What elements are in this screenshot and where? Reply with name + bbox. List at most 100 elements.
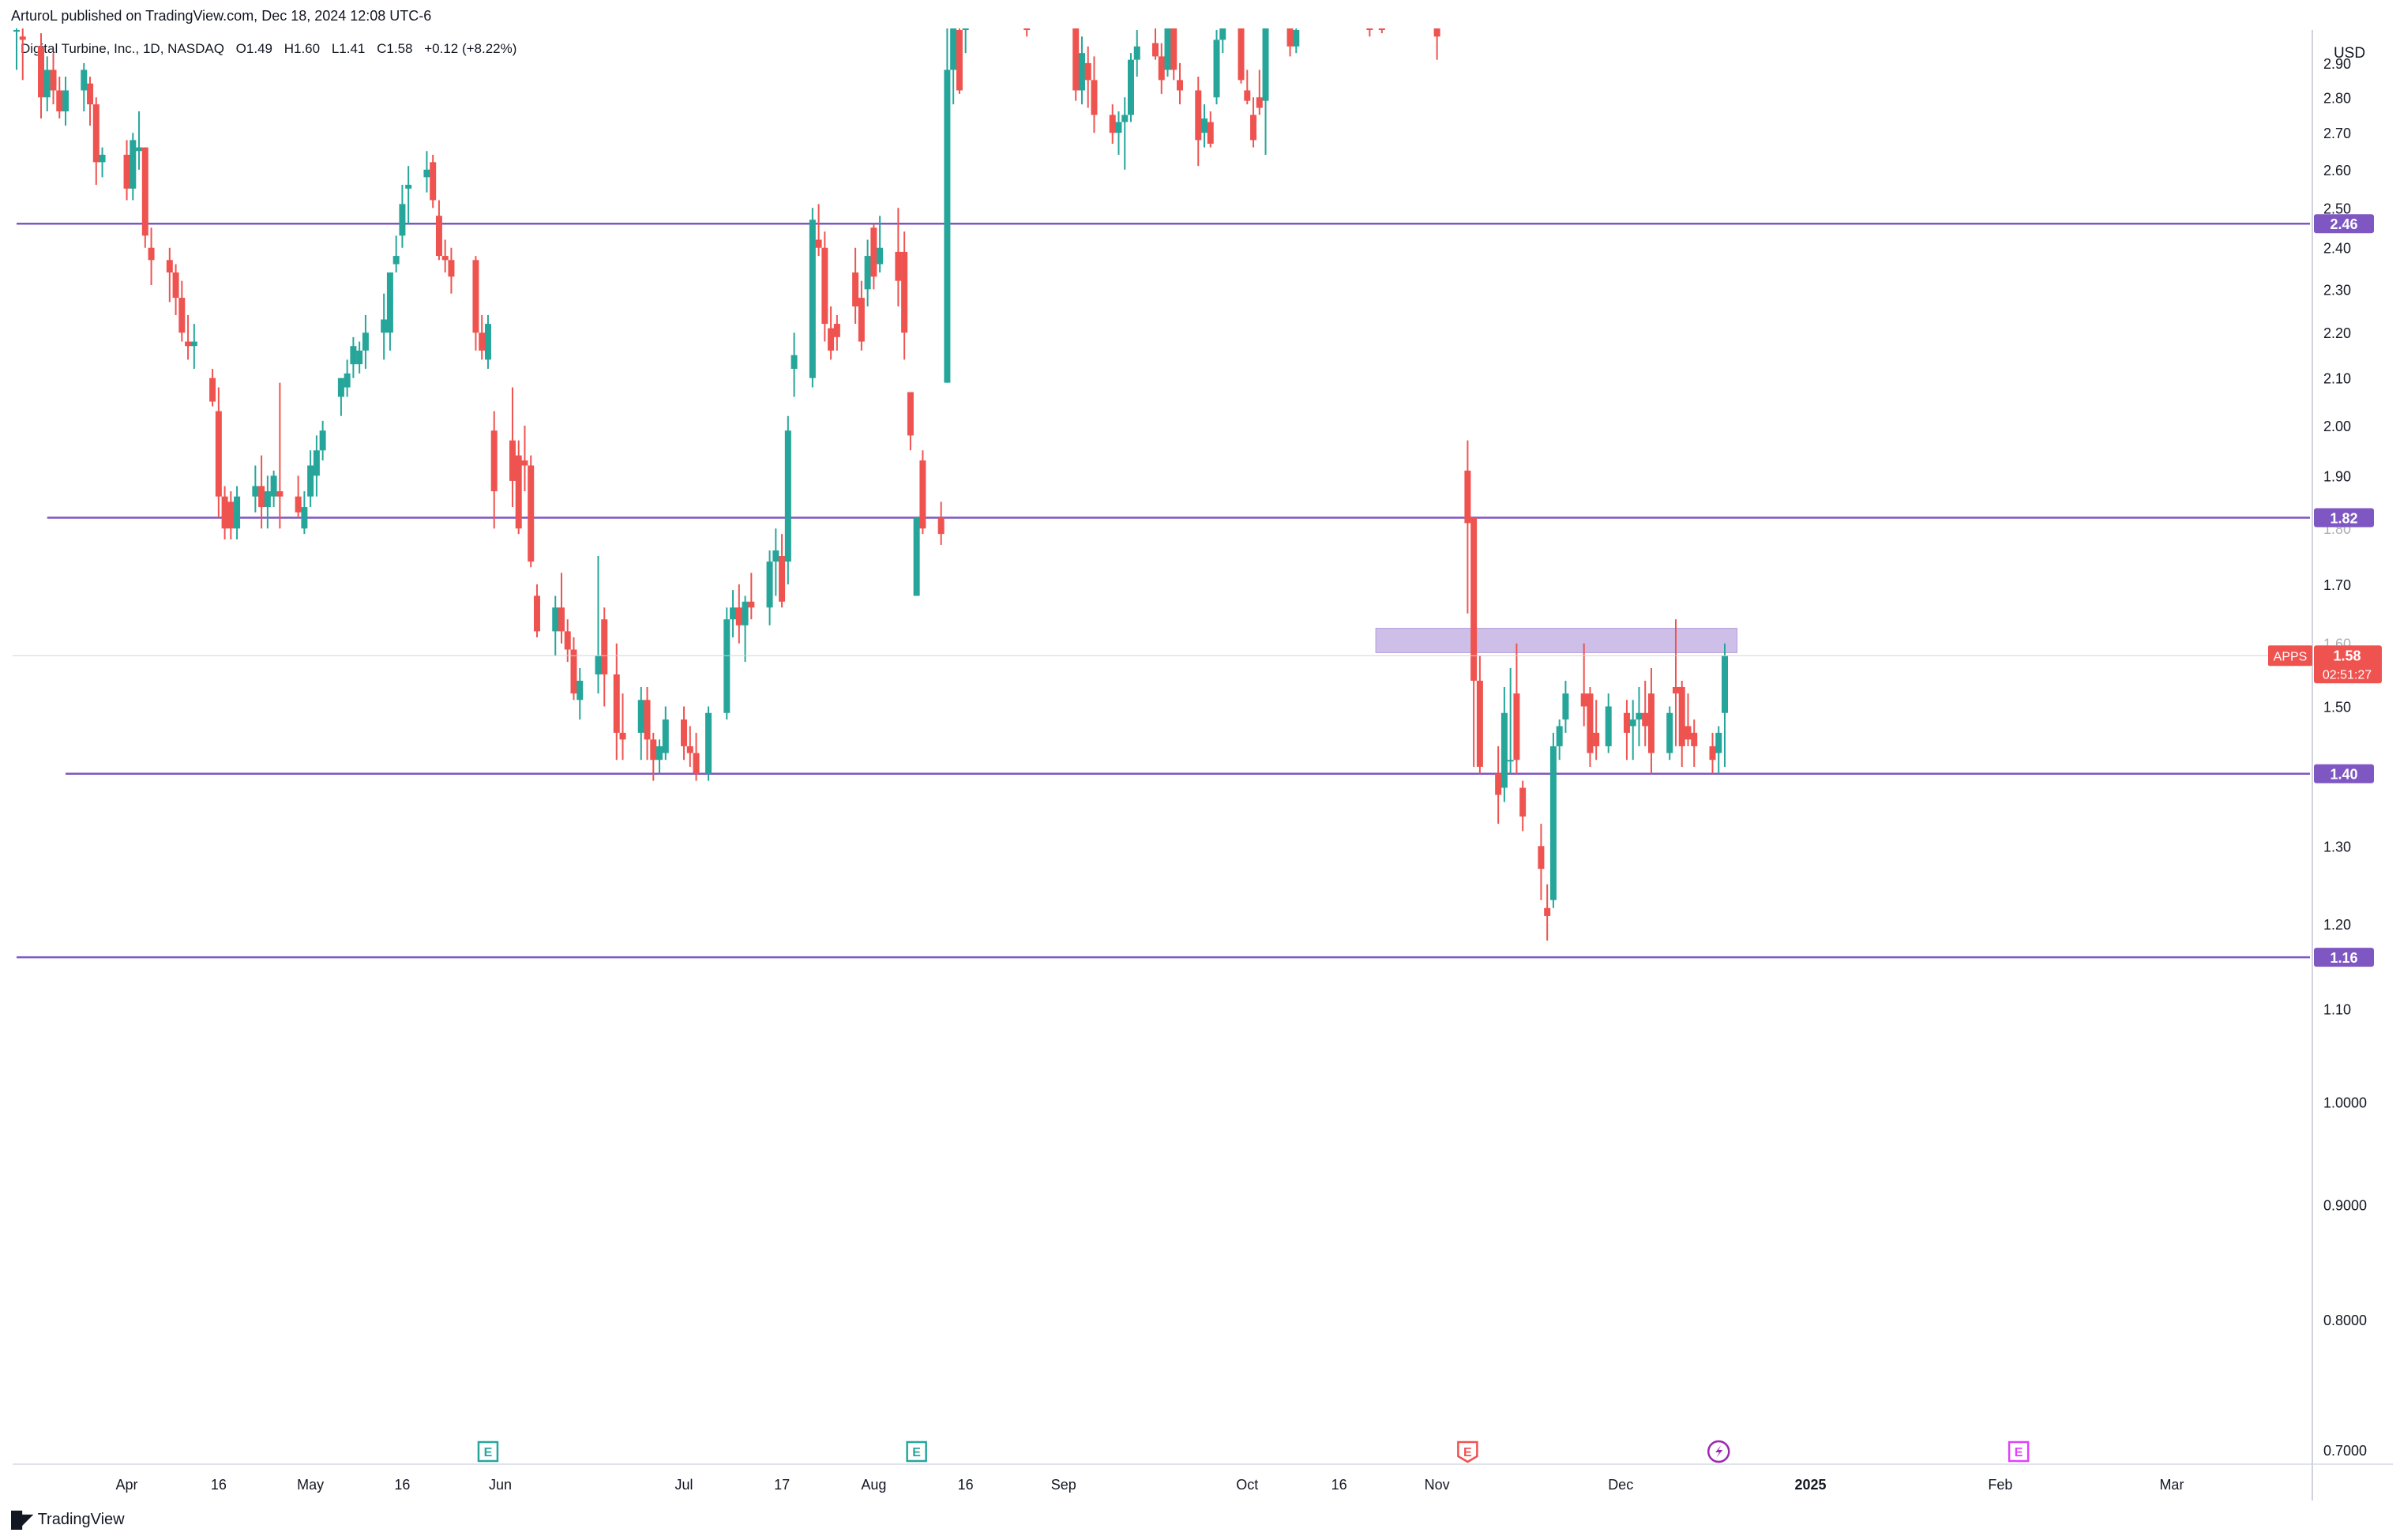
x-tick-label: 16 xyxy=(958,1477,974,1493)
symbol-legend: Digital Turbine, Inc., 1D, NASDAQ O1.49 … xyxy=(21,41,524,57)
y-tick-label: 2.80 xyxy=(2323,90,2351,106)
candle-body xyxy=(864,256,871,290)
x-tick-label: 16 xyxy=(211,1477,227,1493)
candle-body xyxy=(1091,80,1098,115)
candle-body xyxy=(1152,43,1159,57)
candle-body xyxy=(1722,655,1728,713)
candle-body xyxy=(570,649,577,694)
candle-body xyxy=(870,227,877,277)
candle-body xyxy=(319,430,326,451)
candle-body xyxy=(1464,470,1471,524)
candle-body xyxy=(430,162,437,201)
candle-body xyxy=(472,260,479,333)
candle-body xyxy=(227,501,235,529)
candle-body xyxy=(295,496,302,513)
candle-body xyxy=(1115,122,1122,133)
candle-body xyxy=(1709,746,1716,761)
candle-body xyxy=(528,465,535,562)
earnings-marker-label: E xyxy=(2015,1446,2023,1459)
candle-body xyxy=(1495,773,1502,795)
y-tick-label: 2.70 xyxy=(2323,126,2351,141)
tradingview-logo[interactable]: █◤ TradingView xyxy=(11,1510,125,1530)
candle-body xyxy=(681,719,688,746)
x-tick-label: 2025 xyxy=(1795,1477,1827,1493)
y-tick-label: 1.10 xyxy=(2323,1002,2351,1018)
candle-body xyxy=(1378,28,1385,30)
symbol-name[interactable]: Digital Turbine, Inc., 1D, NASDAQ xyxy=(21,41,224,56)
candle-body xyxy=(99,154,106,163)
candle-body xyxy=(1538,846,1545,870)
candle-body xyxy=(252,486,259,497)
y-tick-label: 1.50 xyxy=(2323,699,2351,715)
y-tick-label: 0.7000 xyxy=(2323,1443,2367,1459)
candle-body xyxy=(809,220,816,378)
candle-body xyxy=(913,517,920,596)
level-tag-bg-1.82 xyxy=(2314,508,2374,528)
ohlc-high: H1.60 xyxy=(284,41,321,56)
ohlc-change: +0.12 (+8.22%) xyxy=(424,41,517,56)
candle-body xyxy=(1158,56,1165,81)
candle-body xyxy=(87,83,94,105)
currency-label[interactable]: USD xyxy=(2334,45,2365,62)
candle-body xyxy=(386,272,393,333)
candle-body xyxy=(601,619,608,674)
y-tick-label: 2.30 xyxy=(2323,282,2351,298)
candle-body xyxy=(258,486,265,508)
candle-body xyxy=(1084,62,1091,81)
candle-body xyxy=(1078,53,1085,91)
resistance-zone xyxy=(1375,628,1738,653)
candle-body xyxy=(1507,760,1514,762)
x-tick-label: Oct xyxy=(1236,1477,1258,1493)
candle-body xyxy=(1133,46,1140,60)
candle-body xyxy=(509,440,516,481)
candle-body xyxy=(479,332,486,351)
x-tick-label: 16 xyxy=(394,1477,410,1493)
candle-body xyxy=(1201,118,1208,133)
candle-body xyxy=(815,239,822,248)
candle-body xyxy=(38,46,45,98)
x-tick-label: Aug xyxy=(861,1477,886,1493)
candle-body xyxy=(301,507,308,529)
ticker-tag-bg xyxy=(2268,645,2312,667)
candle-body xyxy=(1164,28,1171,70)
candle-body xyxy=(735,607,742,625)
candle-body xyxy=(1433,28,1440,37)
last-price-value: 1.58 xyxy=(2333,648,2361,663)
candle-body xyxy=(435,216,442,257)
candle-body xyxy=(1519,787,1527,817)
candle-body xyxy=(693,753,700,774)
candle-body xyxy=(1513,693,1520,761)
y-tick-label: 0.8000 xyxy=(2323,1313,2367,1328)
level-tag-bg-1.40 xyxy=(2314,764,2374,783)
candle-body xyxy=(1195,90,1202,141)
earnings-marker-icon xyxy=(1457,1440,1478,1463)
earnings-marker-icon xyxy=(477,1440,499,1463)
candle-body xyxy=(1109,115,1116,133)
ohlc-close: C1.58 xyxy=(377,41,413,56)
y-tick-label: 2.90 xyxy=(2323,56,2351,72)
candle-body xyxy=(56,90,63,112)
candle-body xyxy=(1072,28,1080,91)
candle-body xyxy=(484,324,491,360)
candle-body xyxy=(1170,28,1177,70)
candle-body xyxy=(136,147,143,152)
bar-countdown: 02:51:27 xyxy=(2323,668,2372,682)
candle-body xyxy=(577,680,584,701)
candle-body xyxy=(723,619,731,713)
candle-body xyxy=(779,556,786,602)
candle-body xyxy=(1605,706,1612,746)
x-tick-label: 17 xyxy=(774,1477,790,1493)
candle-body xyxy=(919,460,926,529)
candle-body xyxy=(613,674,620,733)
candle-body xyxy=(791,355,798,370)
ohlc-open: O1.49 xyxy=(235,41,272,56)
candle-body xyxy=(350,346,357,365)
candle-body xyxy=(1500,712,1508,788)
candle-body xyxy=(515,455,522,529)
x-tick-label: Nov xyxy=(1425,1477,1450,1493)
candle-body xyxy=(392,256,400,265)
y-tick-label: 2.40 xyxy=(2323,241,2351,257)
level-tag-bg-2.46 xyxy=(2314,214,2374,234)
candle-body xyxy=(13,30,20,32)
